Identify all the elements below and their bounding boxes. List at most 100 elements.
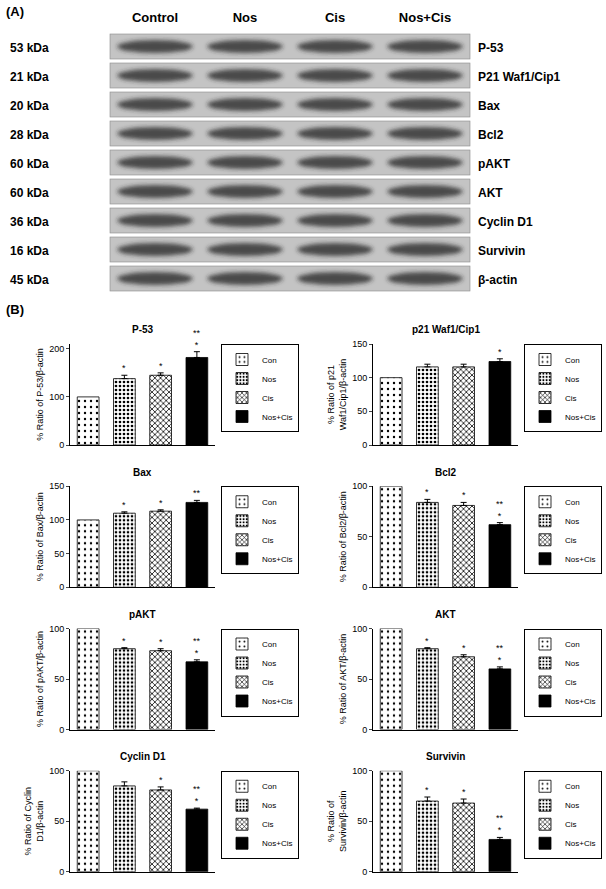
- svg-text:0: 0: [59, 582, 64, 592]
- svg-text:0: 0: [362, 582, 367, 592]
- svg-text:(A): (A): [6, 4, 24, 19]
- svg-text:100: 100: [352, 373, 367, 383]
- svg-text:Nos+Cis: Nos+Cis: [565, 697, 595, 706]
- svg-text:pAKT: pAKT: [129, 609, 156, 620]
- svg-text:AKT: AKT: [478, 186, 503, 200]
- svg-text:Nos+Cis: Nos+Cis: [262, 555, 292, 564]
- svg-text:Con: Con: [565, 498, 580, 507]
- svg-text:% Ratio of AKT/β-actin: % Ratio of AKT/β-actin: [338, 634, 348, 725]
- svg-text:*: *: [159, 498, 163, 508]
- svg-text:50: 50: [54, 816, 64, 826]
- svg-text:36 kDa: 36 kDa: [10, 215, 49, 229]
- svg-text:Cis: Cis: [262, 678, 274, 687]
- svg-text:Nos+Cis: Nos+Cis: [565, 839, 595, 848]
- svg-text:Survivin: Survivin: [426, 751, 465, 762]
- svg-text:Nos: Nos: [565, 801, 579, 810]
- svg-text:Cis: Cis: [262, 536, 274, 545]
- svg-text:Con: Con: [262, 640, 277, 649]
- svg-text:***: ***: [496, 813, 504, 835]
- svg-text:**: **: [193, 488, 201, 498]
- svg-text:% Ratio of CyclinD1/β-actin: % Ratio of CyclinD1/β-actin: [23, 787, 45, 856]
- svg-text:50: 50: [357, 816, 367, 826]
- svg-text:0: 0: [362, 440, 367, 450]
- svg-text:Nos+Cis: Nos+Cis: [565, 413, 595, 422]
- svg-text:P-53: P-53: [478, 41, 504, 55]
- svg-text:100: 100: [49, 766, 64, 776]
- svg-text:Cis: Cis: [565, 394, 577, 403]
- svg-text:*: *: [425, 636, 429, 646]
- svg-text:100: 100: [49, 392, 64, 402]
- svg-text:*: *: [122, 363, 126, 373]
- svg-text:*: *: [159, 637, 163, 647]
- svg-text:Nos+Cis: Nos+Cis: [399, 10, 451, 25]
- svg-text:Nos+Cis: Nos+Cis: [262, 839, 292, 848]
- svg-text:Cis: Cis: [565, 678, 577, 687]
- svg-text:*: *: [462, 787, 466, 797]
- svg-text:Bax: Bax: [478, 99, 500, 113]
- svg-text:60 kDa: 60 kDa: [10, 157, 49, 171]
- svg-text:28 kDa: 28 kDa: [10, 128, 49, 142]
- svg-text:Nos: Nos: [262, 801, 276, 810]
- svg-text:21 kDa: 21 kDa: [10, 70, 49, 84]
- svg-text:Cyclin D1: Cyclin D1: [120, 751, 166, 762]
- svg-text:% Ratio of Bcl2/β-actin: % Ratio of Bcl2/β-actin: [338, 491, 348, 582]
- svg-text:0: 0: [59, 725, 64, 735]
- svg-text:100: 100: [352, 624, 367, 634]
- svg-text:20 kDa: 20 kDa: [10, 99, 49, 113]
- svg-text:Cyclin D1: Cyclin D1: [478, 215, 533, 229]
- svg-text:50: 50: [54, 549, 64, 559]
- svg-text:Nos+Cis: Nos+Cis: [262, 697, 292, 706]
- svg-text:200: 200: [49, 344, 64, 354]
- svg-text:***: ***: [193, 328, 201, 350]
- svg-text:***: ***: [496, 499, 504, 521]
- svg-text:0: 0: [59, 867, 64, 877]
- svg-text:Con: Con: [565, 782, 580, 791]
- svg-text:*: *: [122, 636, 126, 646]
- svg-text:Bcl2: Bcl2: [435, 467, 457, 478]
- svg-text:Nos: Nos: [262, 517, 276, 526]
- svg-text:(B): (B): [6, 302, 24, 317]
- svg-text:P21 Waf1/Cip1: P21 Waf1/Cip1: [478, 70, 561, 84]
- svg-text:p21 Waf1/Cip1: p21 Waf1/Cip1: [412, 324, 480, 335]
- svg-text:150: 150: [49, 481, 64, 491]
- svg-text:150: 150: [352, 339, 367, 349]
- svg-text:Con: Con: [565, 356, 580, 365]
- svg-text:Bcl2: Bcl2: [478, 128, 504, 142]
- svg-text:Bax: Bax: [133, 467, 152, 478]
- svg-text:*: *: [462, 490, 466, 500]
- svg-text:*: *: [462, 643, 466, 653]
- svg-text:Nos: Nos: [565, 659, 579, 668]
- svg-text:Cis: Cis: [565, 536, 577, 545]
- svg-text:0: 0: [362, 867, 367, 877]
- svg-text:0: 0: [362, 725, 367, 735]
- svg-text:*: *: [498, 347, 502, 357]
- svg-text:Nos: Nos: [262, 659, 276, 668]
- svg-text:100: 100: [49, 515, 64, 525]
- svg-text:% Ratio of p21Waf1/Cip1/β-acti: % Ratio of p21Waf1/Cip1/β-actin: [326, 359, 348, 430]
- svg-text:50: 50: [357, 406, 367, 416]
- svg-text:Survivin: Survivin: [478, 244, 525, 258]
- svg-text:Cis: Cis: [325, 10, 345, 25]
- svg-text:0: 0: [59, 440, 64, 450]
- svg-text:100: 100: [352, 766, 367, 776]
- svg-text:Con: Con: [565, 640, 580, 649]
- svg-text:% Ratio of pAKT/β-actin: % Ratio of pAKT/β-actin: [35, 631, 45, 727]
- svg-text:β-actin: β-actin: [478, 273, 517, 287]
- svg-text:Nos: Nos: [262, 375, 276, 384]
- svg-text:Con: Con: [262, 356, 277, 365]
- svg-text:60 kDa: 60 kDa: [10, 186, 49, 200]
- svg-text:50: 50: [357, 532, 367, 542]
- svg-text:100: 100: [49, 624, 64, 634]
- svg-text:Con: Con: [262, 498, 277, 507]
- svg-text:Nos: Nos: [233, 10, 258, 25]
- svg-text:16 kDa: 16 kDa: [10, 244, 49, 258]
- svg-text:100: 100: [352, 481, 367, 491]
- svg-text:*: *: [425, 487, 429, 497]
- svg-text:AKT: AKT: [435, 609, 456, 620]
- svg-text:***: ***: [193, 636, 201, 658]
- svg-text:Nos+Cis: Nos+Cis: [262, 413, 292, 422]
- svg-text:Con: Con: [262, 782, 277, 791]
- svg-text:Nos: Nos: [565, 517, 579, 526]
- svg-text:*: *: [122, 500, 126, 510]
- svg-text:Cis: Cis: [262, 820, 274, 829]
